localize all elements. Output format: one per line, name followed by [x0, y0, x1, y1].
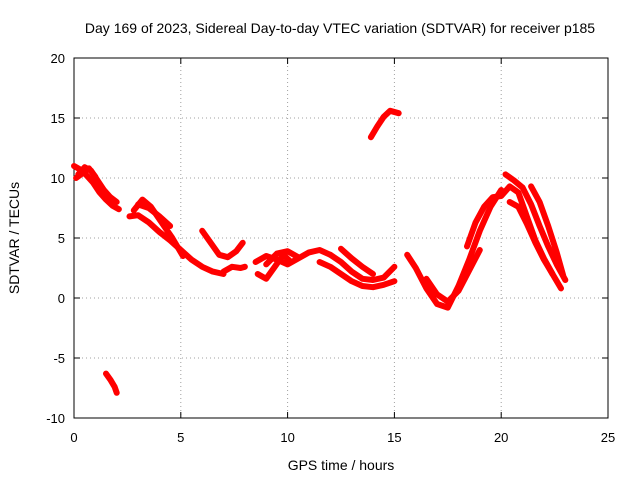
series-arc-13: [327, 251, 398, 283]
x-tick-label: 10: [280, 430, 294, 445]
x-tick-label: 20: [494, 430, 508, 445]
series-arc-15: [338, 245, 376, 277]
y-tick-label: 10: [51, 171, 65, 186]
y-tick-label: -10: [46, 411, 65, 426]
series-arc-11: [254, 251, 293, 282]
x-axis: 0 5 10 15 20 25: [70, 58, 615, 445]
data-series: [71, 107, 569, 396]
series-arc-18: [423, 247, 483, 305]
x-tick-label: 5: [177, 430, 184, 445]
series-arc-3: [73, 165, 99, 181]
series-arc-21: [528, 183, 567, 279]
chart-title: Day 169 of 2023, Sidereal Day-to-day VTE…: [85, 20, 595, 36]
series-arc-8: [199, 227, 246, 261]
series-arc-4: [103, 370, 120, 396]
series-arc-22: [506, 199, 556, 277]
series-arc-7: [135, 201, 174, 229]
x-tick-label: 0: [70, 430, 77, 445]
y-tick-label: -5: [53, 351, 65, 366]
grid-lines: [74, 58, 608, 418]
series-arc-10: [252, 247, 334, 268]
x-axis-label: GPS time / hours: [288, 457, 395, 473]
y-tick-label: 15: [51, 111, 65, 126]
x-tick-label: 15: [387, 430, 401, 445]
series-arc-12: [263, 248, 302, 268]
y-tick-label: 0: [58, 291, 65, 306]
y-tick-label: 20: [51, 51, 65, 66]
series-arc-2: [75, 164, 120, 205]
series-arc-14: [316, 259, 398, 291]
y-axis-label: SDTVAR / TECUs: [6, 182, 22, 294]
y-tick-label: 5: [58, 231, 65, 246]
x-tick-label: 25: [601, 430, 615, 445]
series-arc-16: [367, 107, 402, 141]
series-arc-20: [502, 171, 569, 283]
series-arc-9: [220, 263, 248, 275]
